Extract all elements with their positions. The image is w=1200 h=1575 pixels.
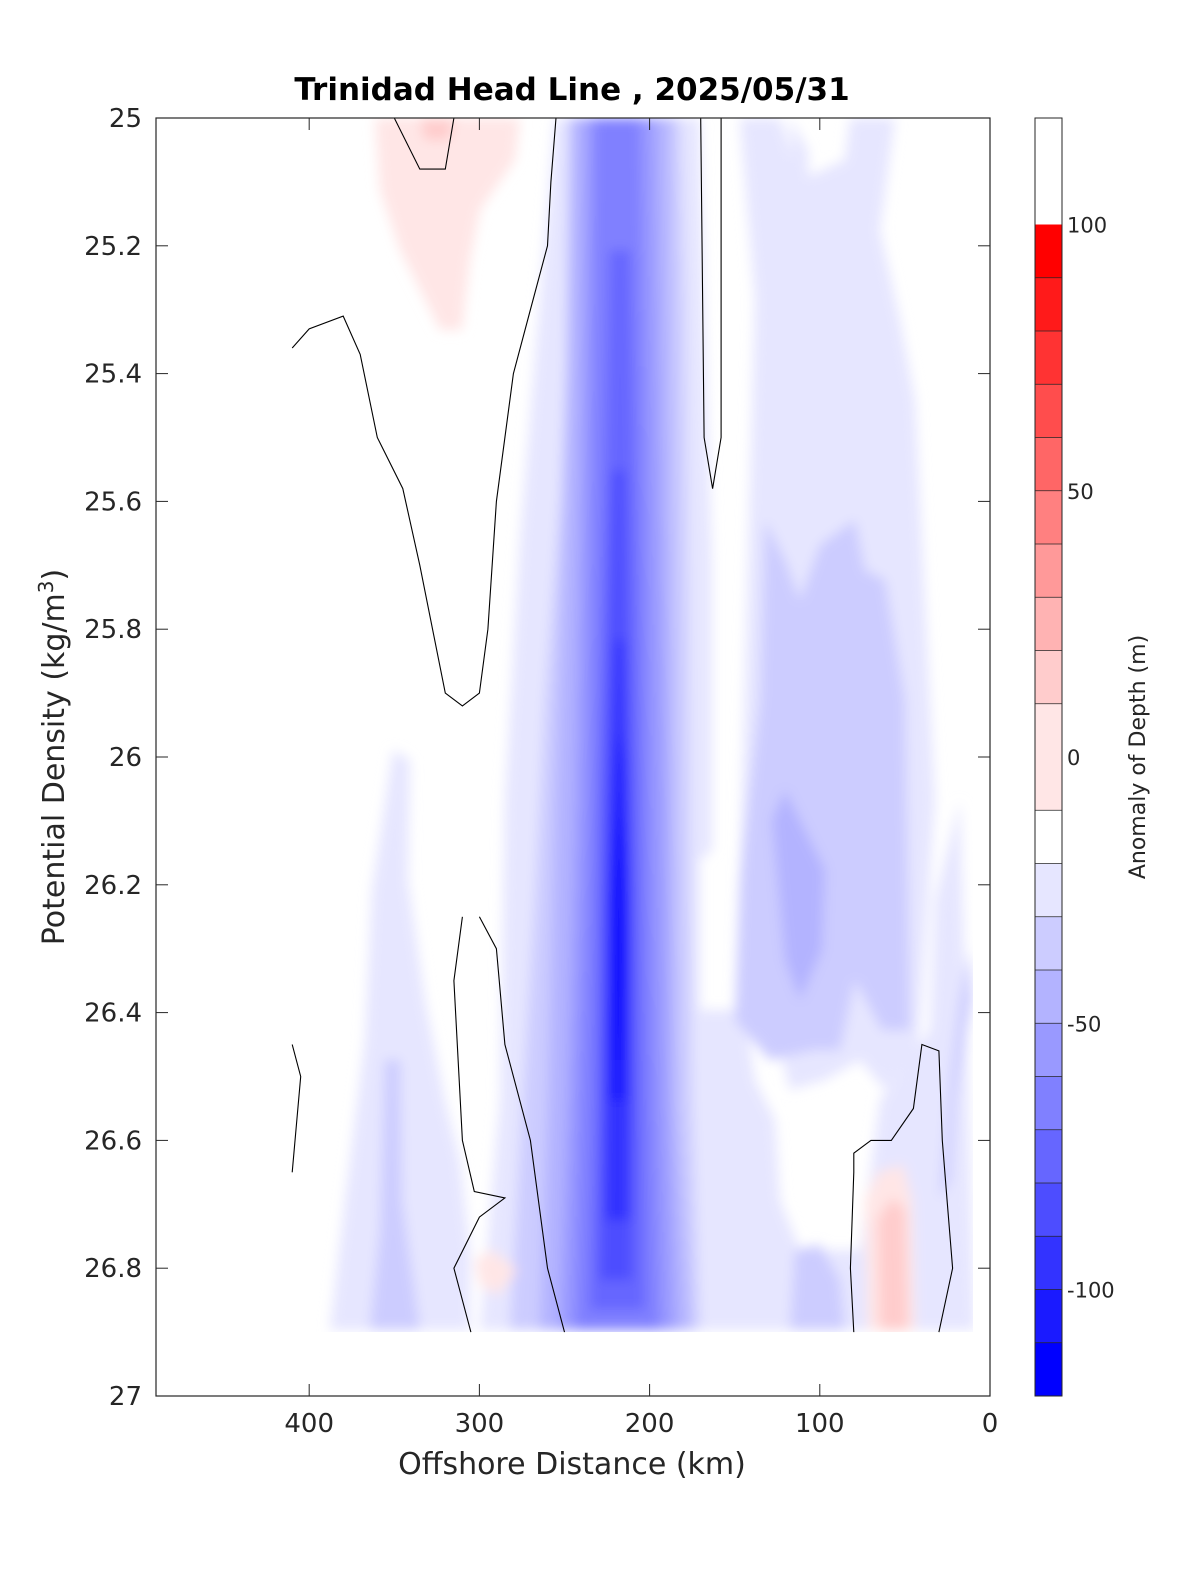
band-minus20-east (735, 520, 910, 1060)
chart-title: Trinidad Head Line , 2025/05/31 (294, 72, 849, 108)
colorbar-segment (1035, 1076, 1062, 1130)
y-tick-label: 26 (109, 743, 142, 773)
no-data-west (156, 118, 296, 1396)
zero-contour-lines (291, 118, 954, 1333)
x-tick-label: 100 (795, 1409, 845, 1439)
zero-contour (478, 916, 566, 1333)
colorbar-segment (1035, 1236, 1062, 1290)
colorbar-tick-label: -100 (1067, 1279, 1115, 1303)
colorbar (1035, 224, 1062, 1396)
x-tick-label: 300 (455, 1409, 505, 1439)
y-tick-label: 27 (109, 1382, 142, 1412)
colorbar-segment (1035, 277, 1062, 331)
band-minus30-east (772, 790, 825, 1000)
y-tick-label: 26.2 (84, 871, 142, 901)
zero-contour (700, 118, 722, 489)
colorbar-segment (1035, 1023, 1062, 1077)
y-tick-label: 25.6 (84, 487, 142, 517)
zero-contour (291, 118, 557, 707)
band-minus20-edge (940, 950, 972, 1200)
y-tick-label: 25.4 (84, 360, 142, 390)
colorbar-segment (1035, 1289, 1062, 1343)
colorbar-segment (1035, 597, 1062, 651)
colorbar-ticks: 100 50 0 -50 -100 (1067, 214, 1115, 1303)
zero-contour (453, 916, 507, 1333)
colorbar-segment (1035, 703, 1062, 811)
colorbar-frame (1034, 117, 1063, 1397)
colorbar-segment (1035, 437, 1062, 491)
x-axis-title: Offshore Distance (km) (398, 1447, 746, 1482)
y-tick-label: 25.8 (84, 615, 142, 645)
zero-contour (849, 1043, 954, 1333)
colorbar-segment (1035, 810, 1062, 864)
colorbar-segment (1035, 970, 1062, 1024)
colorbar-tick-label: 100 (1067, 214, 1107, 238)
colorbar-segment (1035, 490, 1062, 544)
band-minus100-central (612, 810, 628, 1060)
x-tick-label: 0 (982, 1409, 999, 1439)
colorbar-segment (1035, 650, 1062, 704)
band-minus10-northeast (790, 118, 810, 260)
colorbar-segment (1035, 224, 1062, 278)
colorbar-tick-label: -50 (1067, 1012, 1101, 1036)
colorbar-segment (1035, 863, 1062, 917)
zero-contour (291, 1044, 302, 1173)
band-minus20-sw (370, 1060, 420, 1330)
band-plus20-se (878, 1198, 908, 1330)
x-axis: 400 300 200 100 0 (284, 118, 998, 1439)
band-plus10-north (375, 118, 520, 330)
colorbar-segment (1035, 331, 1062, 385)
colorbar-tick-label: 50 (1067, 480, 1094, 504)
colorbar-segment (1035, 916, 1062, 970)
y-tick-label: 26.8 (84, 1254, 142, 1284)
y-axis-title: Potential Density (kg/m3) (34, 569, 72, 945)
y-tick-label: 25.2 (84, 232, 142, 262)
no-data-south (156, 1332, 990, 1396)
y-axis: 25 25.2 25.4 25.6 25.8 26 26.2 26.4 26.6 26.8 27 (84, 104, 990, 1412)
band-minus10-west (330, 750, 470, 1330)
y-tick-label: 26.6 (84, 1126, 142, 1156)
band-plus10-south (475, 1250, 518, 1295)
y-tick-label: 26.4 (84, 999, 142, 1029)
zero-contour (393, 118, 455, 170)
band-minus20-se (790, 1245, 845, 1330)
colorbar-segment (1035, 544, 1062, 598)
anomaly-field (156, 118, 990, 1396)
colorbar-segment (1035, 1342, 1062, 1396)
colorbar-title: Anomaly of Depth (m) (1126, 635, 1151, 879)
colorbar-segment (1035, 1183, 1062, 1237)
colorbar-tick-label: 0 (1067, 746, 1080, 770)
y-tick-label: 25 (109, 104, 142, 134)
band-plus20-north (420, 118, 455, 140)
colorbar-segment (1035, 384, 1062, 438)
x-tick-label: 200 (625, 1409, 675, 1439)
colorbar-segment (1035, 1129, 1062, 1183)
x-tick-label: 400 (284, 1409, 334, 1439)
